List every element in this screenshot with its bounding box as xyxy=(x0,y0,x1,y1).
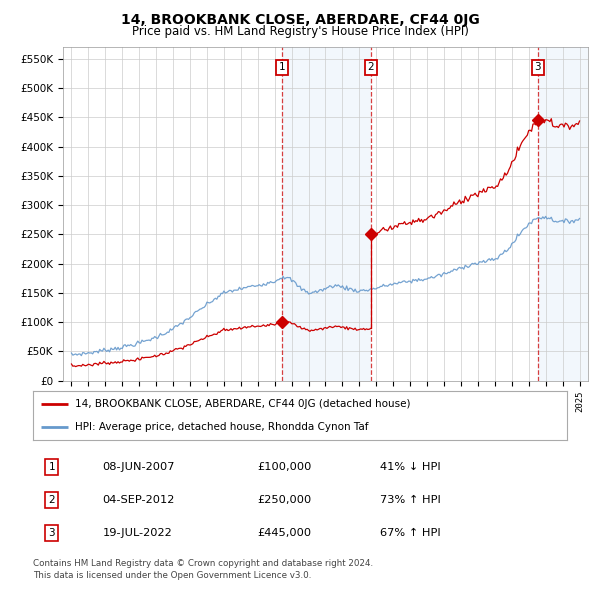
Text: 2: 2 xyxy=(367,62,374,72)
Text: 1: 1 xyxy=(49,462,55,472)
Text: 14, BROOKBANK CLOSE, ABERDARE, CF44 0JG: 14, BROOKBANK CLOSE, ABERDARE, CF44 0JG xyxy=(121,13,479,27)
Text: £445,000: £445,000 xyxy=(257,528,311,538)
Bar xyxy=(538,47,588,381)
Text: £100,000: £100,000 xyxy=(257,462,311,472)
Text: 3: 3 xyxy=(49,528,55,538)
Text: 3: 3 xyxy=(535,62,541,72)
Text: HPI: Average price, detached house, Rhondda Cynon Taf: HPI: Average price, detached house, Rhon… xyxy=(74,422,368,432)
Text: This data is licensed under the Open Government Licence v3.0.: This data is licensed under the Open Gov… xyxy=(33,571,311,579)
Text: 19-JUL-2022: 19-JUL-2022 xyxy=(103,528,172,538)
Text: 41% ↓ HPI: 41% ↓ HPI xyxy=(380,462,441,472)
Text: 73% ↑ HPI: 73% ↑ HPI xyxy=(380,495,441,505)
Text: 08-JUN-2007: 08-JUN-2007 xyxy=(103,462,175,472)
Text: 67% ↑ HPI: 67% ↑ HPI xyxy=(380,528,441,538)
Bar xyxy=(282,47,371,381)
Text: £250,000: £250,000 xyxy=(257,495,311,505)
Text: Price paid vs. HM Land Registry's House Price Index (HPI): Price paid vs. HM Land Registry's House … xyxy=(131,25,469,38)
Text: 2: 2 xyxy=(49,495,55,505)
Text: 14, BROOKBANK CLOSE, ABERDARE, CF44 0JG (detached house): 14, BROOKBANK CLOSE, ABERDARE, CF44 0JG … xyxy=(74,399,410,409)
Text: 04-SEP-2012: 04-SEP-2012 xyxy=(103,495,175,505)
Text: 1: 1 xyxy=(279,62,286,72)
Text: Contains HM Land Registry data © Crown copyright and database right 2024.: Contains HM Land Registry data © Crown c… xyxy=(33,559,373,568)
